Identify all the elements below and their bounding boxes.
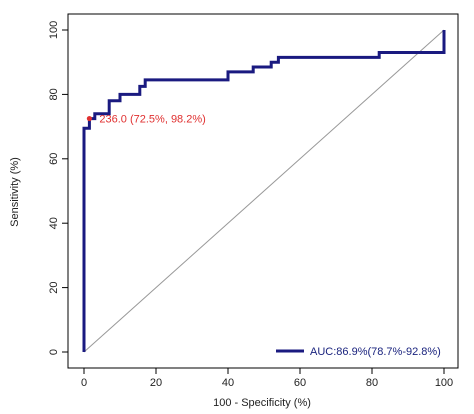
x-tick-label: 100 (435, 377, 453, 389)
x-axis-title: 100 - Specificity (%) (213, 397, 311, 409)
cutoff-point-label: 236.0 (72.5%, 98.2%) (99, 114, 205, 126)
legend-layer: AUC:86.9%(78.7%-92.8%) (276, 346, 441, 358)
y-tick-label: 40 (48, 217, 60, 229)
plot-frame (67, 13, 459, 369)
legend-label: AUC:86.9%(78.7%-92.8%) (310, 346, 441, 358)
y-tick-label: 80 (48, 88, 60, 100)
y-tick-label: 100 (48, 21, 60, 39)
annotation-layer: 236.0 (72.5%, 98.2%) (86, 114, 206, 126)
reference-diagonal-line (83, 29, 445, 353)
x-tick-label: 80 (366, 377, 378, 389)
y-tick-label: 20 (48, 281, 60, 293)
roc-curve-line (82, 30, 446, 352)
y-tick-label: 0 (48, 349, 60, 355)
x-tick-label: 20 (150, 377, 162, 389)
y-tick-label: 60 (48, 153, 60, 165)
cutoff-point-marker (86, 115, 92, 122)
x-tick-label: 60 (294, 377, 306, 389)
reference-layer (83, 29, 445, 353)
series-layer (82, 30, 446, 352)
x-tick-label: 40 (222, 377, 234, 389)
axes-layer: 0 20 40 60 80 100 0 20 40 60 80 100 (48, 13, 459, 389)
x-tick-label: 0 (81, 377, 87, 389)
y-axis-title: Sensitivity (%) (9, 157, 21, 227)
